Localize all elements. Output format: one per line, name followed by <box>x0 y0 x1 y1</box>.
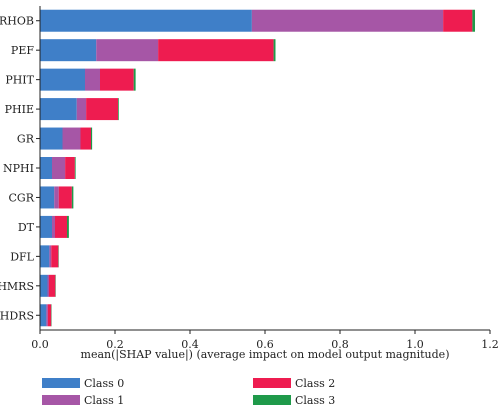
bar-cgr-class-0 <box>40 186 55 209</box>
y-tick-label: RHOB <box>0 15 34 28</box>
bar-cgr-class-3 <box>71 186 74 209</box>
bar-gr-class-2 <box>80 127 91 150</box>
bar-hmrs-class-1 <box>47 274 49 297</box>
bar-rhob-class-1 <box>251 9 444 32</box>
legend-swatch-class-3 <box>253 395 291 405</box>
bar-dt-class-0 <box>40 215 52 238</box>
bar-phie-class-2 <box>86 98 118 121</box>
bar-phit-class-3 <box>133 68 136 91</box>
y-tick-label: CGR <box>9 191 35 204</box>
bar-pef-class-2 <box>158 39 274 62</box>
legend-label-class-0: Class 0 <box>84 377 124 390</box>
legend-swatch-class-1 <box>42 395 80 405</box>
bar-phit-class-1 <box>85 68 100 91</box>
bar-nphi-class-1 <box>52 157 66 179</box>
bar-rhob-class-0 <box>40 9 252 32</box>
y-tick-label: HDRS <box>0 309 34 322</box>
bar-dfl-class-1 <box>49 245 52 268</box>
y-tick-label: DFL <box>10 250 34 263</box>
bar-hdrs-class-0 <box>40 304 47 327</box>
bar-cgr-class-1 <box>54 186 59 209</box>
bar-nphi-class-2 <box>65 157 75 179</box>
x-ticks: 0.0 0.2 0.4 0.6 0.8 1.0 1.2 <box>31 330 499 351</box>
bar-phie-class-1 <box>76 98 87 121</box>
bar-phit-class-2 <box>100 68 134 91</box>
y-tick-label: PHIE <box>5 103 34 116</box>
bar-hdrs-class-1 <box>46 304 48 327</box>
bar-dfl-class-2 <box>51 245 59 268</box>
x-tick-label: 0.4 <box>181 338 199 351</box>
y-tick-label: PHIT <box>5 74 34 87</box>
bar-nphi-class-3 <box>74 157 76 179</box>
y-tick-label: DT <box>18 221 35 234</box>
bar-nphi-class-0 <box>40 157 52 179</box>
bars-layer <box>40 9 475 327</box>
bar-dt-class-1 <box>52 215 55 238</box>
y-tick-label: PEF <box>11 44 34 57</box>
bar-dfl-class-0 <box>40 245 50 268</box>
bar-pef-class-0 <box>40 39 97 62</box>
bar-gr-class-3 <box>91 127 93 150</box>
y-tick-labels: RHOB PEF PHIT PHIE GR NPHI CGR DT DFL HMRS HDRS <box>0 15 40 322</box>
legend-swatch-class-2 <box>253 378 291 388</box>
x-tick-label: 0.2 <box>106 338 124 351</box>
legend-label-class-1: Class 1 <box>84 394 124 407</box>
bar-dt-class-3 <box>67 215 69 238</box>
bar-hdrs-class-2 <box>47 304 52 327</box>
bar-pef-class-1 <box>96 39 159 62</box>
bar-pef-class-3 <box>273 39 276 62</box>
bar-hmrs-class-2 <box>49 274 56 297</box>
y-tick-label: HMRS <box>0 280 34 293</box>
x-tick-label: 1.2 <box>481 338 499 351</box>
bar-gr-class-0 <box>40 127 63 150</box>
x-tick-label: 0.8 <box>331 338 349 351</box>
bar-phie-class-0 <box>40 98 77 121</box>
bar-dt-class-2 <box>55 215 67 238</box>
x-tick-label: 0.6 <box>256 338 274 351</box>
bar-hmrs-class-0 <box>40 274 48 297</box>
y-tick-label: NPHI <box>3 162 34 175</box>
bar-phit-class-0 <box>40 68 85 91</box>
legend-label-class-2: Class 2 <box>295 377 335 390</box>
bar-rhob-class-2 <box>443 9 473 32</box>
bar-rhob-class-3 <box>472 9 475 32</box>
x-tick-label: 0.0 <box>31 338 49 351</box>
x-axis-label: mean(|SHAP value|) (average impact on mo… <box>81 348 450 362</box>
legend-swatch-class-0 <box>42 378 80 388</box>
legend: Class 0 Class 1 Class 2 Class 3 <box>42 377 335 407</box>
x-tick-label: 1.0 <box>406 338 424 351</box>
bar-cgr-class-2 <box>58 186 72 209</box>
bar-phie-class-3 <box>118 98 119 121</box>
y-tick-label: GR <box>17 133 35 146</box>
bar-gr-class-1 <box>62 127 81 150</box>
legend-label-class-3: Class 3 <box>295 394 335 407</box>
